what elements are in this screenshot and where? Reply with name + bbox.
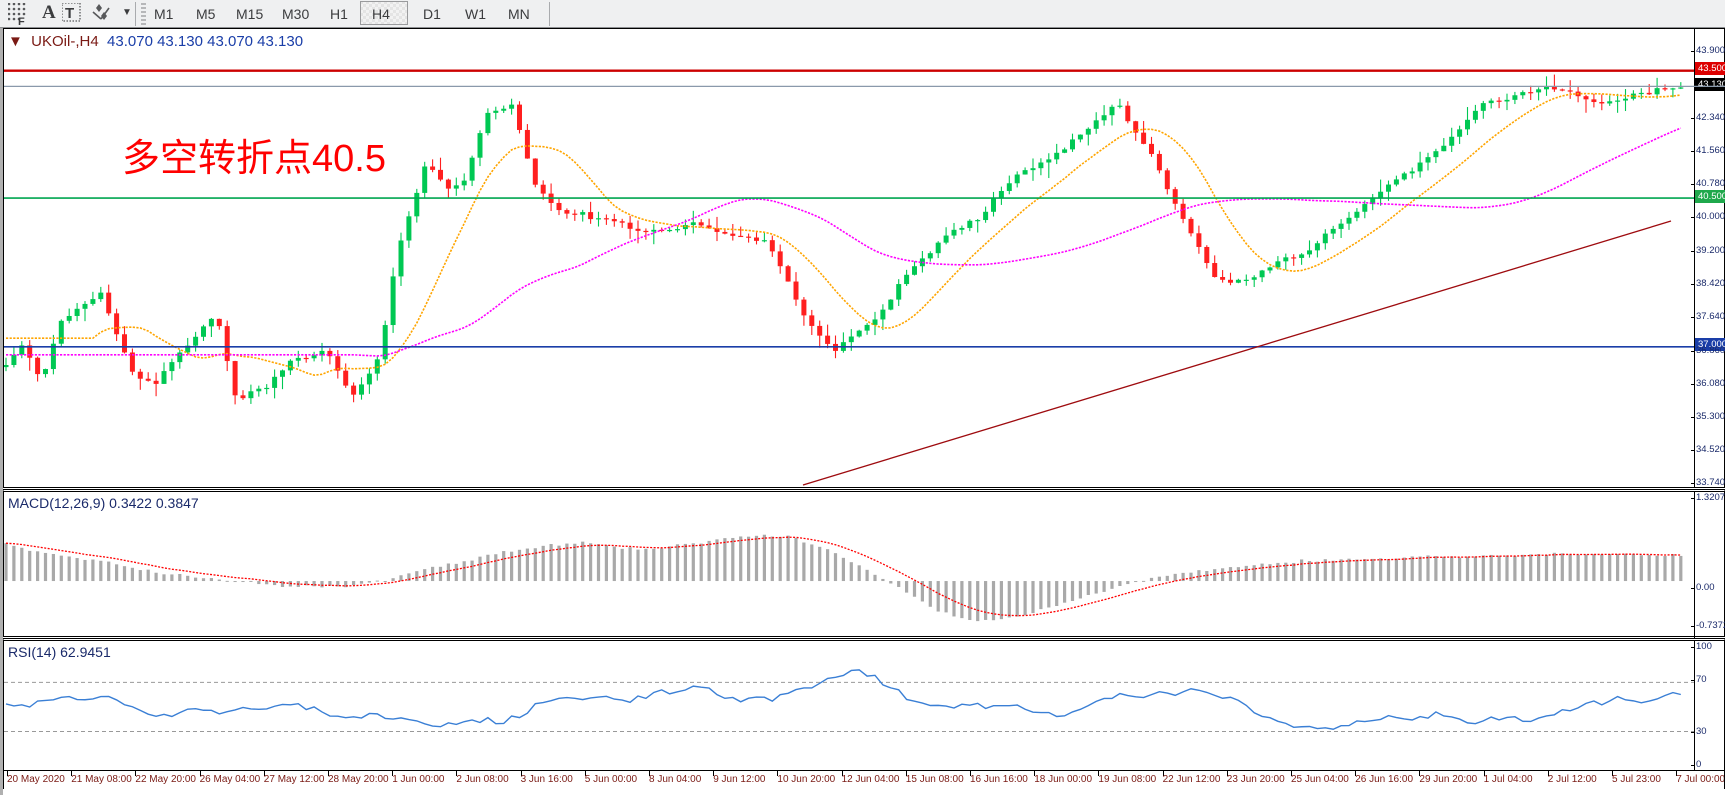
svg-text:多空转折点40.5: 多空转折点40.5 [122,138,386,180]
svg-text:F: F [18,16,25,25]
svg-text:T: T [65,5,74,22]
